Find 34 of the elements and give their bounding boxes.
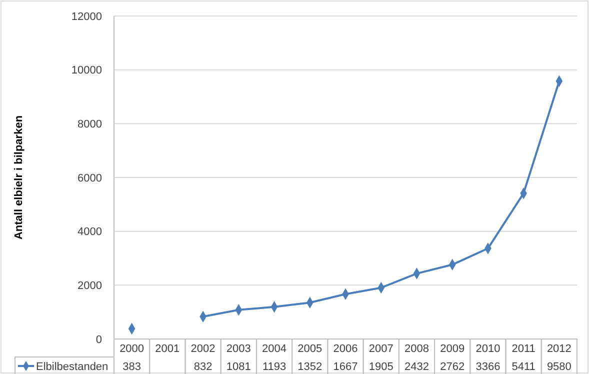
data-label: 1193: [262, 360, 286, 373]
x-tick-label: 2003: [226, 342, 251, 355]
data-label: 3366: [476, 360, 500, 373]
y-tick-label: 10000: [71, 64, 102, 77]
data-label: 832: [194, 360, 212, 373]
y-axis-title: Antall elbielr i bilparken: [13, 115, 25, 240]
data-label: 1667: [333, 360, 358, 373]
x-tick-label: 2005: [298, 342, 322, 355]
x-tick-label: 2010: [476, 342, 500, 355]
y-tick-label: 4000: [78, 226, 102, 238]
data-label: 383: [122, 360, 141, 373]
x-tick-label: 2006: [333, 342, 358, 355]
legend-label: Elbilbestanden: [36, 360, 108, 373]
x-tick-label: 2000: [120, 342, 144, 355]
x-tick-label: 2011: [512, 342, 536, 355]
data-label: 2762: [440, 360, 465, 373]
y-tick-label: 8000: [78, 118, 102, 131]
data-label: 9580: [546, 360, 572, 373]
x-tick-label: 2002: [190, 342, 216, 355]
x-tick-label: 2007: [368, 342, 394, 355]
x-tick-label: 2012: [546, 342, 572, 355]
data-label: 1081: [226, 360, 251, 373]
x-tick-label: 2001: [155, 342, 180, 355]
y-tick-label: 0: [96, 334, 102, 346]
data-label: 1905: [368, 360, 394, 373]
y-tick-label: 6000: [78, 172, 102, 184]
data-label: 2432: [404, 360, 429, 373]
data-label: 1352: [298, 360, 322, 373]
y-tick-label: 12000: [71, 10, 102, 23]
y-tick-label: 2000: [78, 280, 102, 292]
x-tick-label: 2008: [404, 342, 429, 355]
x-tick-label: 2004: [262, 342, 287, 355]
x-tick-label: 2009: [440, 342, 465, 355]
data-label: 5411: [512, 360, 536, 373]
